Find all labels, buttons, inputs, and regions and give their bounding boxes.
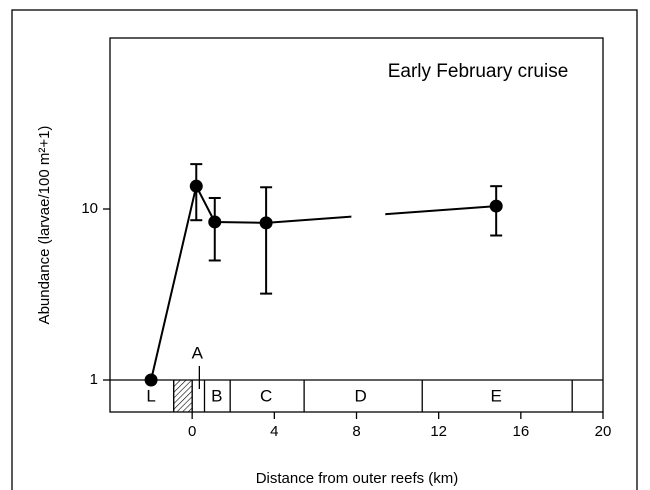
zone-label: C [260,386,272,405]
zone-label: B [211,386,222,405]
x-tick-label: 4 [270,423,278,440]
x-tick-label: 8 [352,423,360,440]
hatched-zone [173,379,193,413]
zone-a-label: A [192,343,204,362]
data-point [189,179,203,193]
line-gap [351,39,386,380]
zone-label: L [146,386,155,405]
zone-label: D [354,386,366,405]
y-axis-label: Abundance (larvae/100 m²+1) [36,126,53,325]
data-point [144,373,158,387]
x-tick-label: 20 [595,423,612,440]
data-point [489,199,503,213]
x-tick-label: 0 [188,423,196,440]
chart-title: Early February cruise [388,61,569,82]
outer-frame [11,9,638,490]
data-point [208,215,222,229]
y-tick-label: 10 [81,200,98,217]
y-tick-label: 1 [90,371,98,388]
x-tick-label: 16 [512,423,529,440]
data-point [259,216,273,230]
zone-label: E [491,386,502,405]
x-tick-label: 12 [430,423,447,440]
x-axis-label: Distance from outer reefs (km) [256,470,459,487]
